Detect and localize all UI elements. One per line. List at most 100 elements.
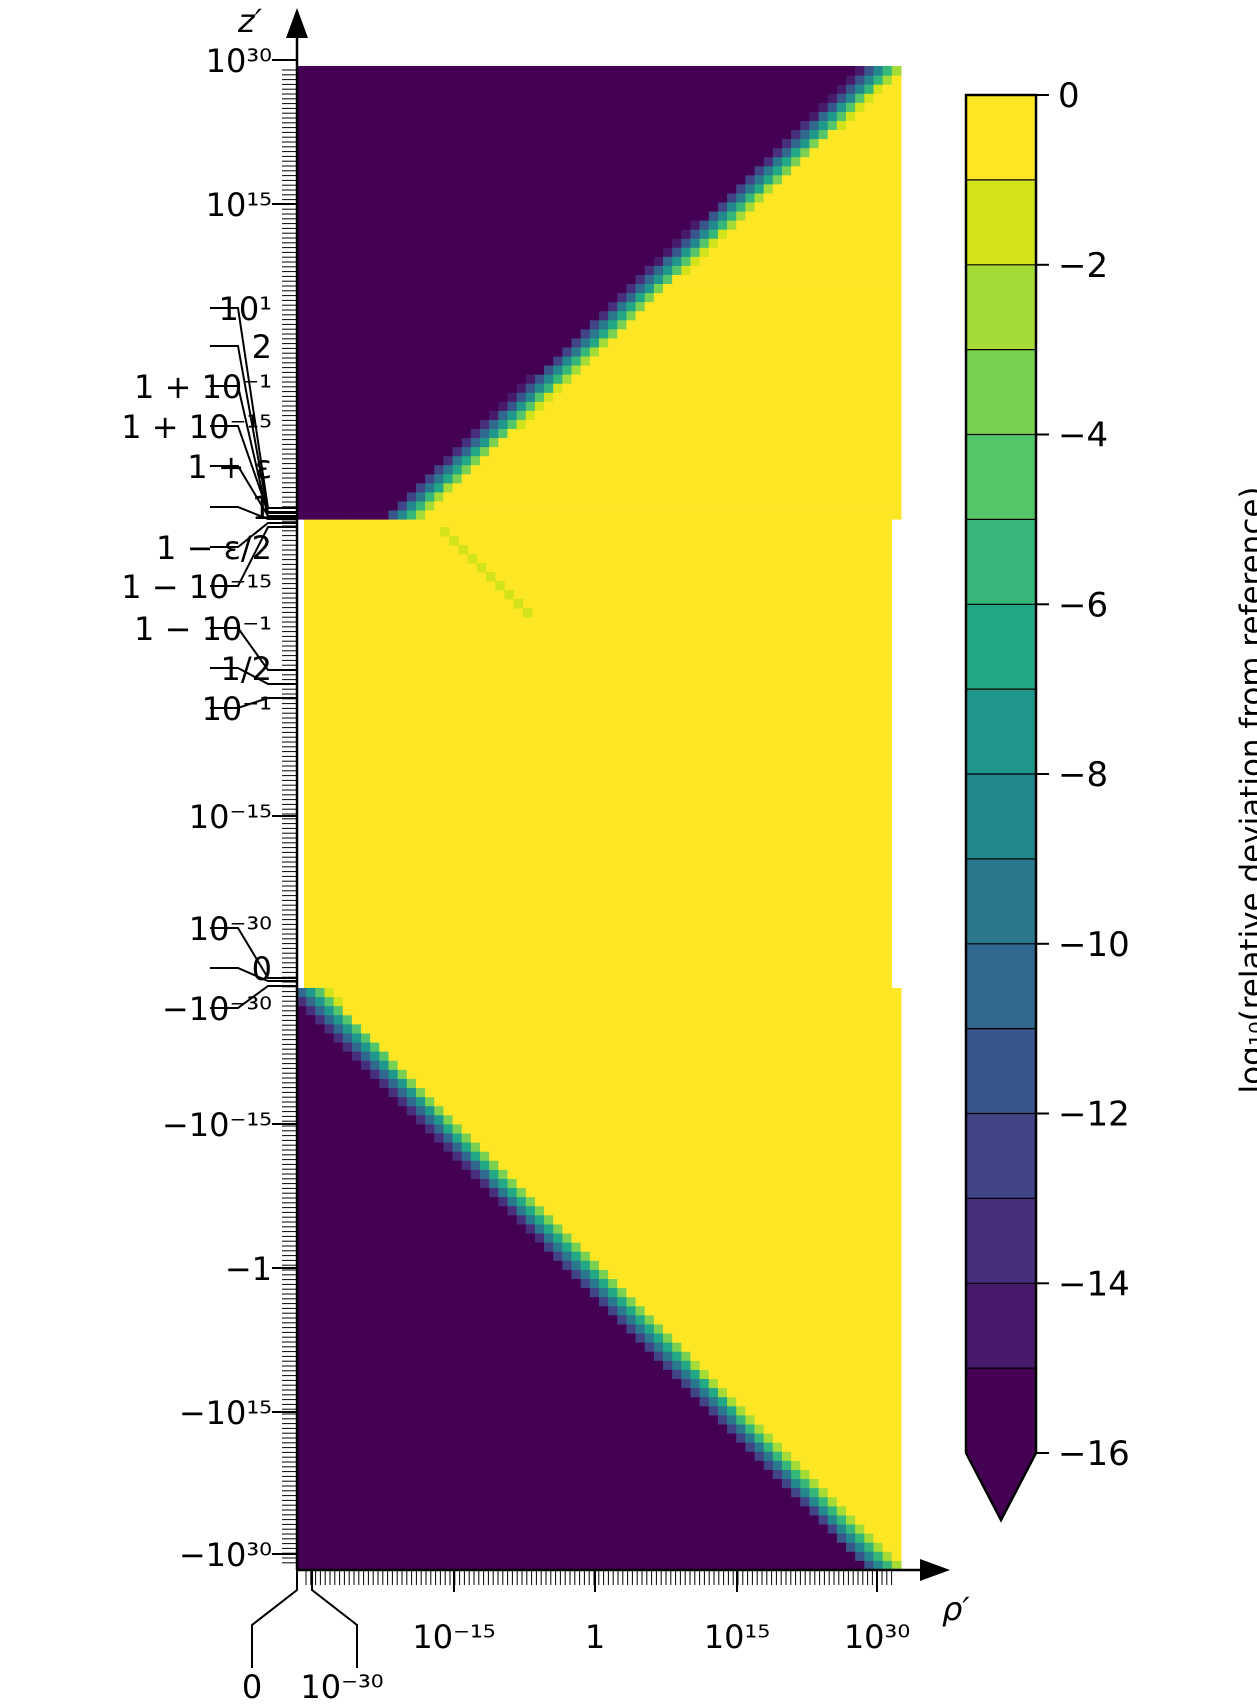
heatmap-cell — [415, 147, 426, 158]
heatmap-cell — [699, 401, 710, 411]
heatmap-cell — [443, 410, 454, 420]
heatmap-cell — [663, 229, 673, 239]
heatmap-cell — [425, 111, 435, 121]
heatmap-cell — [415, 1188, 426, 1198]
heatmap-cell — [589, 1088, 600, 1098]
heatmap-cell — [589, 265, 600, 275]
heatmap-cell — [489, 174, 499, 185]
heatmap-cell — [736, 337, 746, 348]
heatmap-cell — [781, 1042, 792, 1053]
heatmap-cell — [580, 410, 591, 420]
heatmap-cell — [397, 210, 408, 221]
heatmap-cell — [315, 410, 326, 420]
heatmap-cell — [873, 1142, 884, 1153]
heatmap-cell — [754, 355, 765, 366]
heatmap-cell — [516, 1206, 527, 1216]
heatmap-cell — [800, 383, 810, 393]
heatmap-cell — [617, 292, 627, 303]
heatmap-cell — [699, 328, 710, 339]
heatmap-cell — [754, 120, 765, 131]
heatmap-cell — [882, 1124, 893, 1135]
heatmap-cell — [516, 1024, 527, 1035]
heatmap-cell — [425, 988, 435, 998]
heatmap-cell — [635, 392, 646, 402]
heatmap-cell — [818, 229, 829, 239]
heatmap-cell — [717, 301, 728, 312]
heatmap-cell — [534, 491, 545, 502]
heatmap-cell — [480, 156, 490, 167]
heatmap-cell — [763, 247, 774, 257]
heatmap-cell — [699, 1169, 710, 1180]
heatmap-cell — [534, 1106, 545, 1116]
heatmap-cell — [589, 1051, 600, 1062]
heatmap-cell — [708, 310, 719, 321]
heatmap-cell — [644, 491, 655, 502]
heatmap-cell — [855, 84, 865, 94]
heatmap-cell — [562, 174, 573, 185]
heatmap-cell — [315, 355, 326, 366]
heatmap-cell — [653, 102, 664, 112]
heatmap-cell — [809, 75, 820, 85]
heatmap-cell — [461, 283, 472, 294]
heatmap-cell — [608, 120, 618, 131]
heatmap-cell — [672, 500, 682, 511]
heatmap-cell — [434, 383, 444, 393]
heatmap-cell — [617, 491, 627, 502]
heatmap-cell — [342, 500, 353, 511]
heatmap-cell — [452, 1006, 463, 1016]
heatmap-cell — [525, 1042, 536, 1053]
heatmap-cell — [736, 410, 746, 420]
heatmap-cell — [434, 1015, 444, 1025]
heatmap-cell — [690, 138, 701, 149]
heatmap-cell — [846, 500, 856, 511]
heatmap-cell — [379, 419, 390, 429]
heatmap-cell — [836, 147, 847, 158]
heatmap-cell — [498, 364, 509, 375]
heatmap-cell — [800, 355, 810, 366]
heatmap-cell — [754, 1151, 765, 1162]
heatmap-cell — [516, 1051, 527, 1062]
heatmap-cell — [306, 75, 316, 85]
heatmap-cell — [498, 1006, 509, 1016]
heatmap-cell — [361, 265, 371, 275]
heatmap-cell — [626, 328, 637, 339]
heatmap-cell — [415, 84, 426, 94]
heatmap-cell — [809, 165, 820, 176]
heatmap-cell — [727, 464, 737, 475]
heatmap-cell — [644, 1215, 655, 1226]
heatmap-cell — [315, 1197, 326, 1207]
heatmap-cell — [452, 410, 463, 420]
heatmap-cell — [608, 1115, 618, 1125]
heatmap-cell — [717, 1006, 728, 1016]
heatmap-cell — [315, 147, 326, 158]
heatmap-cell — [827, 383, 838, 393]
heatmap-cell — [626, 1160, 637, 1171]
heatmap-cell — [562, 464, 573, 475]
heatmap-cell — [736, 997, 746, 1007]
heatmap-cell — [608, 192, 618, 203]
heatmap-cell — [525, 1097, 536, 1107]
heatmap-cell — [818, 238, 829, 248]
heatmap-cell — [754, 337, 765, 348]
heatmap-cell — [470, 66, 481, 76]
heatmap-cell — [370, 1160, 380, 1171]
heatmap-cell — [681, 201, 692, 212]
heatmap-cell — [297, 988, 307, 998]
heatmap-cell — [315, 455, 326, 466]
heatmap-cell — [708, 500, 719, 511]
heatmap-cell — [470, 1069, 481, 1080]
heatmap-cell — [388, 419, 399, 429]
heatmap-cell — [836, 455, 847, 466]
heatmap-cell — [708, 401, 719, 411]
heatmap-cell — [379, 274, 390, 285]
heatmap-cell — [525, 428, 536, 439]
heatmap-cell — [864, 156, 875, 167]
heatmap-cell — [333, 310, 344, 321]
heatmap-cell — [763, 274, 774, 285]
heatmap-cell — [351, 129, 362, 140]
heatmap-cell — [461, 120, 472, 131]
heatmap-cell — [589, 374, 600, 384]
heatmap-cell — [882, 238, 893, 248]
heatmap-cell — [406, 147, 417, 158]
heatmap-cell — [342, 464, 353, 475]
